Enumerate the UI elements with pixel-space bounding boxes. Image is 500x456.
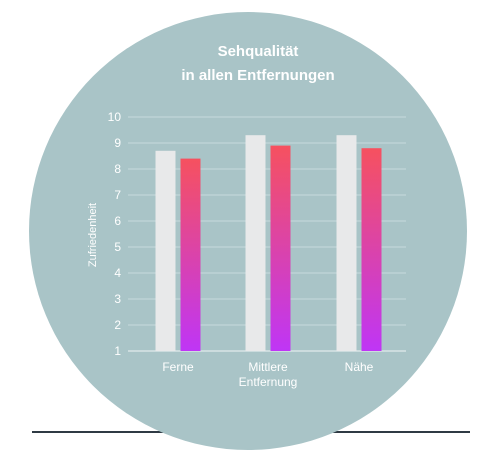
bar-series-1 — [155, 150, 176, 351]
bar-series-2 — [361, 148, 382, 351]
x-tick-label: Entfernung — [239, 375, 298, 389]
chart-title-line-1: Sehqualität — [218, 43, 299, 60]
y-tick-label: 9 — [114, 136, 121, 150]
chart-title-line-2: in allen Entfernungen — [181, 67, 334, 84]
y-tick-label: 10 — [108, 110, 122, 124]
bars — [155, 135, 382, 351]
y-tick-label: 5 — [114, 240, 121, 254]
y-tick-label: 7 — [114, 188, 121, 202]
y-axis-label: Zufriedenheit — [87, 203, 99, 267]
chart-title: Sehqualität in allen Entfernungen — [181, 43, 334, 84]
x-tick-label: Mittlere — [248, 360, 288, 374]
bar-series-1 — [336, 135, 357, 351]
y-tick-label: 1 — [114, 344, 121, 358]
y-tick-label: 2 — [114, 318, 121, 332]
y-tick-labels: 1 2 3 4 5 6 7 8 9 10 — [108, 110, 122, 358]
y-tick-label: 4 — [114, 266, 121, 280]
bar-series-2 — [270, 145, 291, 351]
y-tick-label: 8 — [114, 162, 121, 176]
y-tick-label: 6 — [114, 214, 121, 228]
bar-series-2 — [180, 158, 201, 351]
x-tick-label: Nähe — [345, 360, 374, 374]
x-tick-label: Ferne — [162, 360, 194, 374]
y-tick-label: 3 — [114, 292, 121, 306]
bar-series-1 — [245, 135, 266, 351]
